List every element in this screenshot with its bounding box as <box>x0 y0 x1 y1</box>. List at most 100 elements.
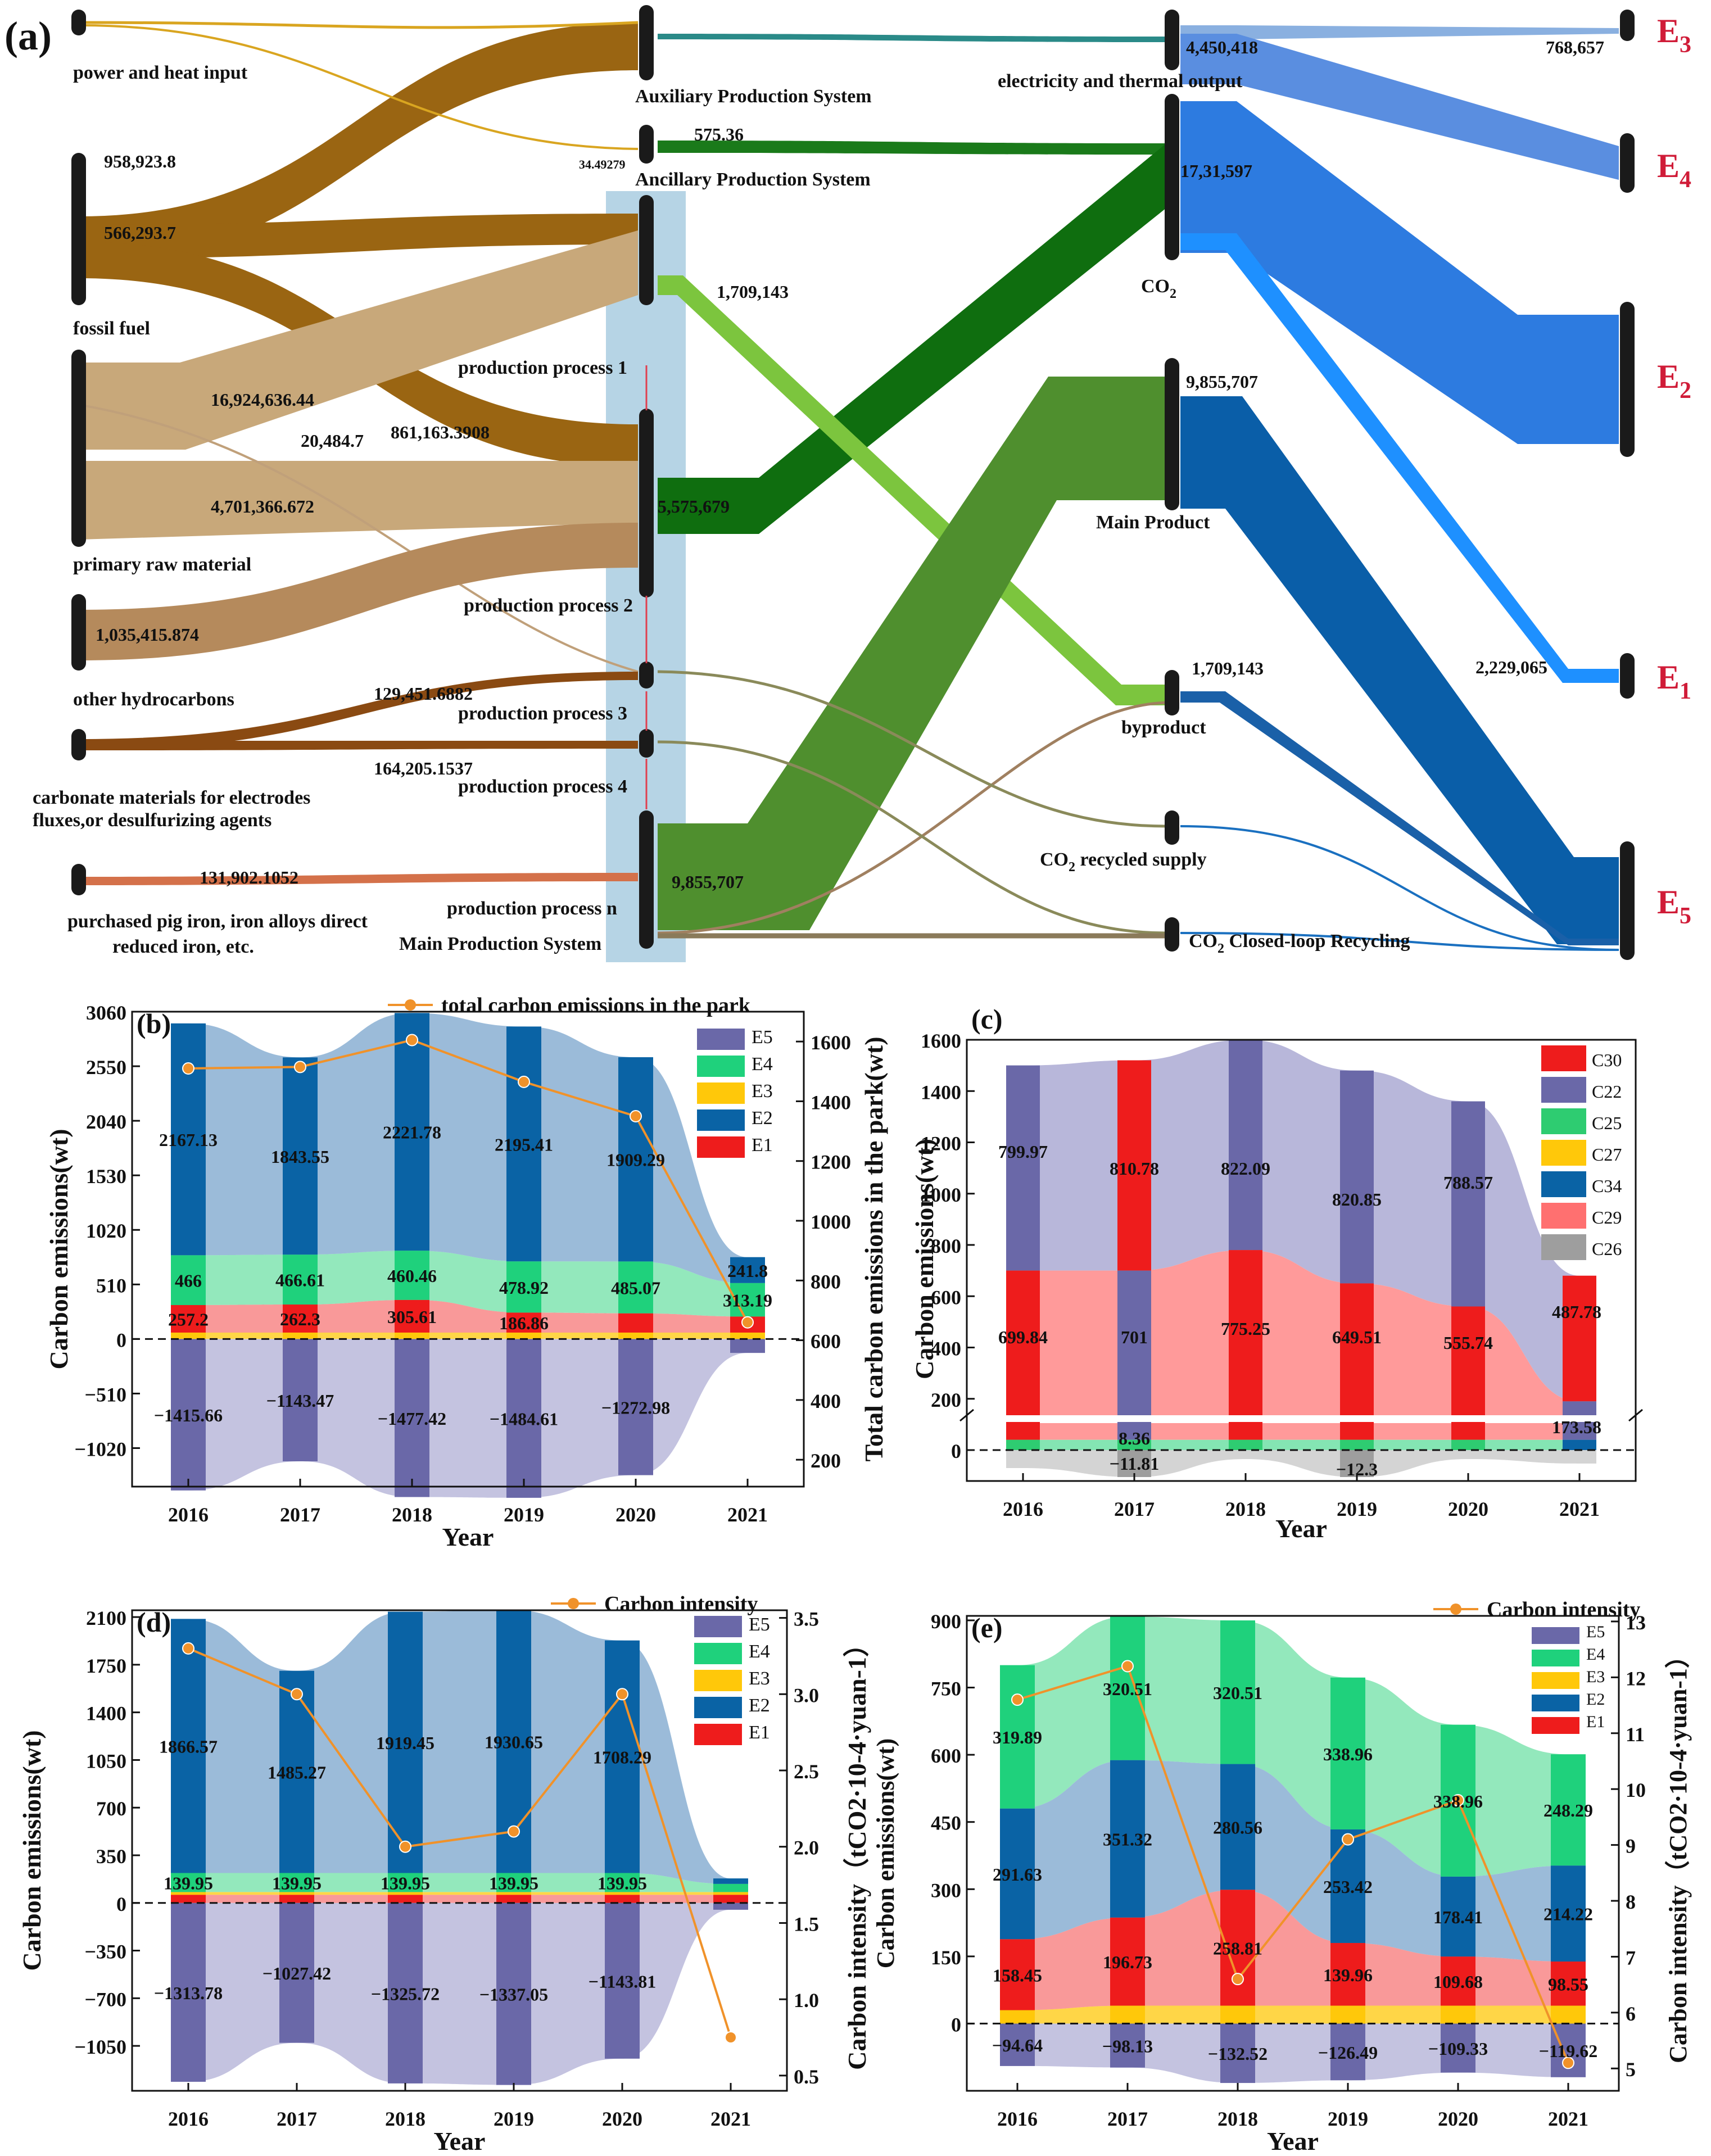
bar-E5 <box>279 1903 314 2043</box>
flow-value-label: 9,855,707 <box>672 872 744 892</box>
bar-segment <box>1340 1439 1374 1450</box>
flow-process2-co2 <box>658 143 1166 534</box>
flow-value-label: 2,229,065 <box>1475 657 1547 677</box>
bar-E1 <box>395 1299 429 1333</box>
y-axis-title: Carbon emissions(wt) <box>910 1139 939 1379</box>
bar-E4 <box>496 1873 531 1892</box>
legend-label-C27: C27 <box>1592 1144 1622 1165</box>
bar-E1 <box>605 1895 640 1903</box>
panel-label: (e) <box>971 1612 1003 1643</box>
bar-E5 <box>605 1903 640 2059</box>
chart-panel-b: 3060 2550 2040 1530 1020 510 0 −510 −1020 2016 201… <box>44 994 888 1551</box>
output-node-label: CO2 <box>1141 276 1176 301</box>
flow-value-label: 20,484.7 <box>301 431 364 451</box>
y2-tick-label: 1.0 <box>794 1989 819 2012</box>
bar-segment <box>1117 1450 1151 1477</box>
endpoint-label-E4: E4 <box>1657 147 1691 193</box>
bar-segment <box>1563 1275 1596 1402</box>
flow-value-label: 768,657 <box>1546 37 1604 57</box>
legend-swatch-E1 <box>1532 1717 1579 1734</box>
x-tick-label: 2016 <box>997 2108 1038 2130</box>
legend-swatch-C27 <box>1541 1140 1586 1166</box>
line-point <box>1452 1794 1464 1807</box>
axis-break-mark <box>1628 1408 1643 1422</box>
flow-recycled-e5 <box>1180 825 1619 951</box>
line-point <box>406 1034 418 1047</box>
bar-value-label: 775.25 <box>1221 1319 1270 1339</box>
bar-value-label-E4: 338.96 <box>1323 1744 1373 1764</box>
bar-value-label-E2: 351.32 <box>1103 1829 1152 1850</box>
bar-value-label: 822.09 <box>1221 1158 1270 1179</box>
input-node-label: reduced iron, etc. <box>112 936 254 957</box>
bar-value-label-E2: 241.8 <box>727 1261 768 1281</box>
bar-E1 <box>1441 1956 1475 2006</box>
bar-segment <box>1563 1439 1596 1450</box>
flow-raw-process1 <box>79 230 638 450</box>
line-point <box>630 1110 642 1123</box>
bar-value-label-E2: 2195.41 <box>495 1134 553 1154</box>
bar-E4 <box>388 1873 423 1892</box>
y-tick-label: −1050 <box>74 2036 126 2058</box>
x-tick-label: 2021 <box>710 2108 751 2130</box>
bar-E3 <box>506 1332 541 1339</box>
y-axis-title: Carbon emissions(wt) <box>17 1730 46 1971</box>
flow-raw-process3 <box>78 404 639 673</box>
legend-swatch-E4 <box>694 1643 742 1664</box>
flow-value-label: 566,293.7 <box>104 223 176 243</box>
y-tick-label: 150 <box>931 1946 961 1969</box>
x-tick-label: 2016 <box>168 2108 209 2130</box>
system-node-label: production process 3 <box>458 703 627 724</box>
bar-E3 <box>605 1892 640 1895</box>
ribbon-E5 <box>171 1339 765 1498</box>
bar-E5 <box>171 1903 206 2082</box>
bar-E2 <box>171 1023 206 1256</box>
line-point <box>182 1642 194 1655</box>
bar-E4 <box>1330 1677 1365 1829</box>
legend-swatch-E2 <box>1532 1695 1579 1711</box>
y-tick-label: 1400 <box>921 1081 961 1103</box>
bar-value-label-E2: 214.22 <box>1543 1904 1593 1924</box>
bar-E5 <box>283 1339 318 1461</box>
bar-E2 <box>283 1057 318 1255</box>
input-node-label: purchased pig iron, iron alloys direct <box>67 911 368 932</box>
bar-value-label-E5: −132.52 <box>1208 2044 1268 2064</box>
y2-tick-label: 12 <box>1626 1667 1646 1690</box>
y2-tick-label: 5 <box>1626 2058 1636 2081</box>
y2-tick-label: 1.5 <box>794 1913 819 1935</box>
bar-E5 <box>1330 2023 1365 2081</box>
bar-E5 <box>506 1339 541 1498</box>
x-tick-label: 2020 <box>1438 2108 1478 2130</box>
plot-frame <box>966 1039 1637 1482</box>
legend-label-E2: E2 <box>752 1108 773 1129</box>
y-tick-label: 0 <box>951 1440 961 1462</box>
flow-value-label: 34.49279 <box>579 157 626 171</box>
bar-value-label-E2: 291.63 <box>993 1864 1042 1885</box>
ribbon-E5 <box>171 1903 748 2085</box>
bar-value-label-E5: −98.13 <box>1102 2036 1153 2057</box>
panel-label: (c) <box>971 1003 1003 1035</box>
flow-hydrocarbons-process2 <box>79 523 638 660</box>
ribbon <box>1006 1040 1596 1402</box>
flow-value-label: 958,923.8 <box>104 151 176 171</box>
bar-E3 <box>283 1332 318 1339</box>
bar-value-label: 649.51 <box>1332 1327 1382 1347</box>
bar-segment <box>1451 1101 1485 1307</box>
bar-E2 <box>618 1057 653 1262</box>
legend-swatch-E4 <box>1532 1650 1579 1666</box>
y2-tick-label: 0.5 <box>794 2066 819 2088</box>
line-point <box>741 1316 754 1329</box>
line-point <box>291 1688 303 1701</box>
ribbon-E2 <box>171 1013 765 1283</box>
y-tick-label: 900 <box>931 1610 961 1633</box>
x-axis-title: Year <box>434 2127 486 2155</box>
y-tick-label: 1020 <box>86 1220 126 1242</box>
y2-tick-label: 3.0 <box>794 1684 819 1706</box>
flow-value-label: 164,205.1537 <box>374 758 473 778</box>
bar-E2 <box>171 1619 206 1873</box>
bar-value-label: 788.57 <box>1443 1172 1493 1193</box>
bar-value-label: 487.78 <box>1552 1302 1601 1322</box>
x-axis-title: Year <box>1267 2127 1319 2155</box>
bar-value-label-E5: −119.62 <box>1539 2041 1597 2061</box>
flow-value-label: 131,902.1052 <box>200 867 298 887</box>
y-tick-label: 0 <box>116 1329 126 1351</box>
